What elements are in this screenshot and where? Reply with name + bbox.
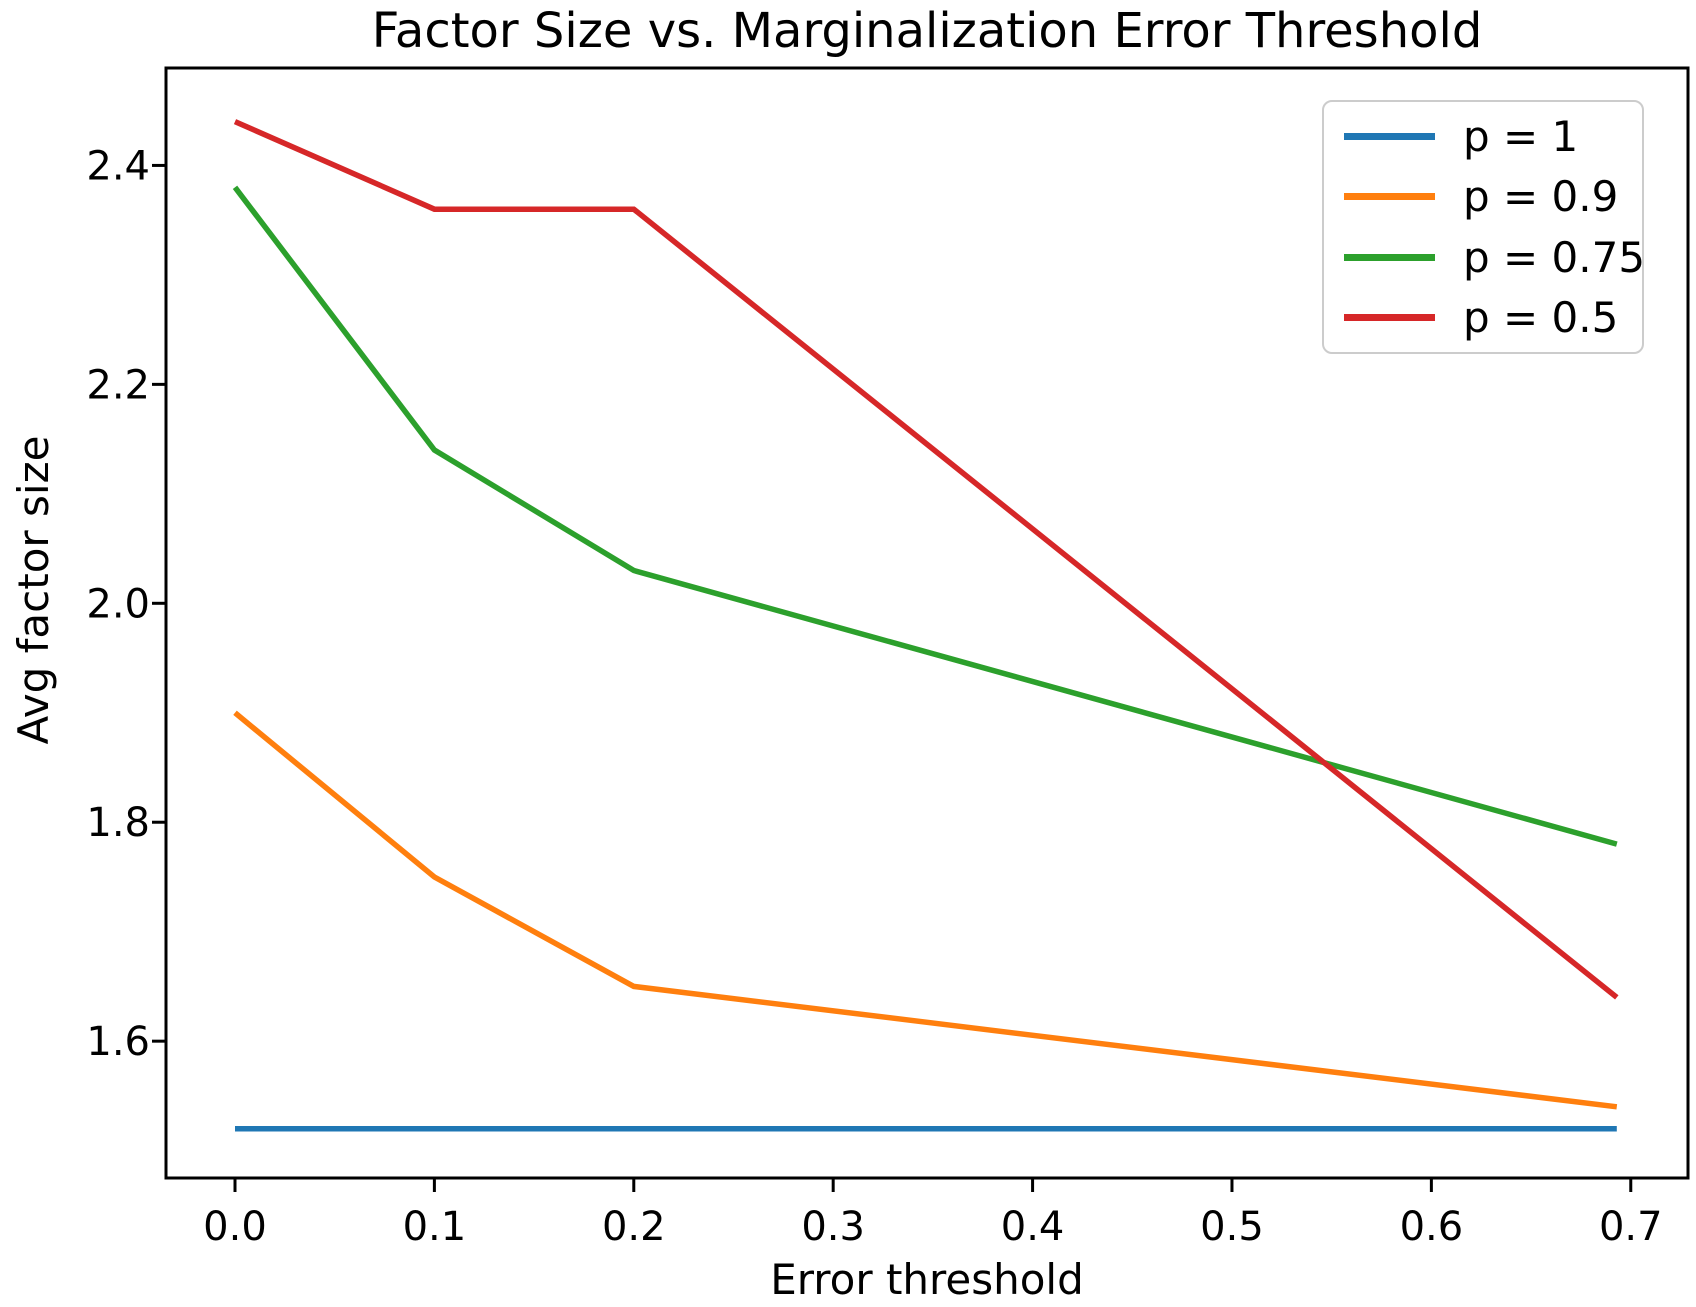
- legend-item-p-0-5: p = 0.5: [1324, 288, 1642, 349]
- y-tick-label: 1.6: [86, 1019, 150, 1065]
- x-axis-label: Error threshold: [770, 1255, 1084, 1304]
- series-line-3: [233, 119, 1619, 1000]
- x-tick-label: 0.2: [602, 1204, 666, 1250]
- series-line-2: [232, 185, 1618, 847]
- legend-label: p = 1: [1463, 111, 1579, 161]
- x-tick-label: 0.3: [801, 1204, 865, 1250]
- x-tick-label: 0.0: [203, 1204, 267, 1250]
- legend-label: p = 0.75: [1463, 232, 1646, 282]
- legend-line-swatch: [1344, 253, 1435, 261]
- legend-label: p = 0.9: [1463, 172, 1619, 222]
- legend-line-swatch: [1344, 314, 1435, 322]
- chart-title: Factor Size vs. Marginalization Error Th…: [371, 3, 1483, 59]
- series-line-1: [233, 710, 1618, 1110]
- y-tick-label: 1.8: [86, 800, 150, 846]
- y-tick-label: 2.2: [86, 362, 150, 408]
- plot-border: [164, 66, 1690, 1180]
- x-tick-label: 0.7: [1599, 1204, 1663, 1250]
- legend-item-p-0-75: p = 0.75: [1324, 227, 1646, 288]
- y-tick-label: 2.0: [86, 581, 150, 627]
- legend-item-p-0-9: p = 0.9: [1324, 167, 1642, 228]
- x-tick-label: 0.4: [1001, 1204, 1065, 1250]
- legend-label: p = 0.5: [1463, 293, 1619, 343]
- x-tick-label: 0.6: [1400, 1204, 1464, 1250]
- legend-line-swatch: [1344, 132, 1435, 140]
- y-axis-label: Avg factor size: [9, 435, 58, 745]
- y-tick-label: 2.4: [86, 143, 150, 189]
- legend-item-p-1: p = 1: [1324, 106, 1642, 167]
- legend: p = 1 p = 0.9 p = 0.75 p = 0.5: [1322, 100, 1646, 354]
- x-tick-label: 0.5: [1200, 1204, 1264, 1250]
- x-tick-label: 0.1: [403, 1204, 467, 1250]
- legend-line-swatch: [1344, 193, 1435, 201]
